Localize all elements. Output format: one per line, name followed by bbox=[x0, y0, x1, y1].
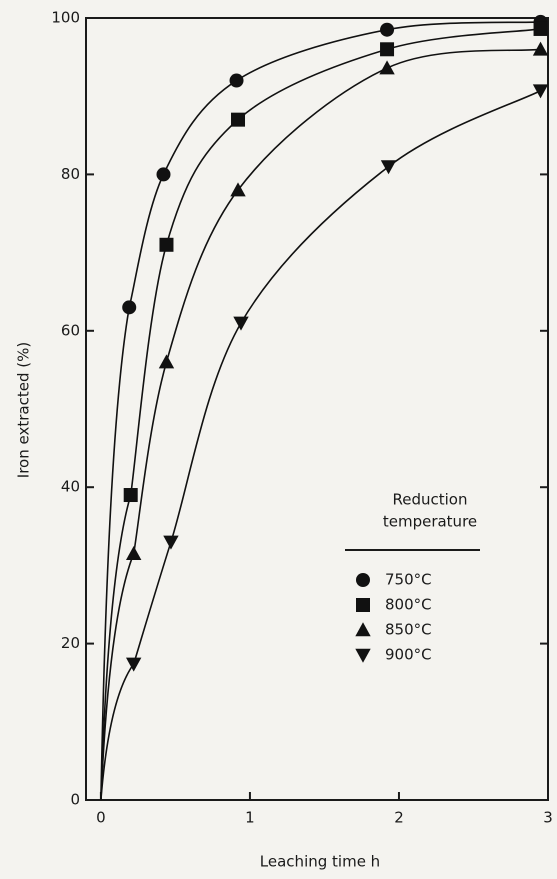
marker bbox=[123, 488, 138, 503]
marker bbox=[229, 73, 244, 88]
marker bbox=[380, 42, 395, 57]
x-tick-label: 1 bbox=[245, 809, 255, 827]
plot-frame bbox=[85, 17, 549, 801]
legend-label: 900°C bbox=[385, 646, 432, 664]
legend-label: 800°C bbox=[385, 596, 432, 614]
legend-title: Reduction bbox=[393, 491, 468, 509]
marker bbox=[532, 84, 549, 99]
marker bbox=[380, 22, 395, 37]
marker bbox=[156, 167, 171, 182]
legend-title: temperature bbox=[383, 513, 477, 531]
marker bbox=[230, 182, 246, 197]
marker bbox=[233, 316, 249, 331]
curve bbox=[132, 48, 541, 554]
curve-lead bbox=[100, 307, 131, 801]
y-tick-label: 20 bbox=[61, 634, 80, 652]
marker bbox=[380, 160, 397, 175]
y-tick-label: 80 bbox=[61, 165, 80, 183]
marker bbox=[533, 21, 548, 36]
marker bbox=[163, 535, 179, 550]
curve bbox=[132, 90, 541, 665]
marker bbox=[532, 41, 549, 56]
y-tick-label: 60 bbox=[61, 321, 80, 339]
marker bbox=[158, 354, 175, 369]
legend-marker bbox=[356, 598, 370, 612]
x-tick-label: 0 bbox=[96, 809, 106, 827]
legend-marker bbox=[355, 648, 371, 663]
x-axis-label: Leaching time h bbox=[260, 853, 380, 871]
marker bbox=[125, 545, 142, 560]
marker bbox=[379, 60, 395, 75]
legend-marker bbox=[355, 622, 371, 637]
curve-lead bbox=[100, 553, 135, 801]
x-tick-label: 3 bbox=[543, 809, 553, 827]
marker bbox=[125, 657, 142, 672]
y-tick-label: 40 bbox=[61, 478, 80, 496]
legend-label: 750°C bbox=[385, 571, 432, 589]
legend-marker bbox=[356, 573, 370, 587]
marker bbox=[159, 237, 174, 252]
y-axis-label: Iron extracted (%) bbox=[15, 342, 33, 478]
curve bbox=[128, 21, 541, 308]
x-tick-label: 2 bbox=[394, 809, 404, 827]
y-tick-label: 100 bbox=[51, 9, 80, 27]
marker bbox=[122, 300, 137, 315]
curve-lead bbox=[100, 663, 135, 801]
y-tick-label: 0 bbox=[70, 791, 80, 809]
curve-lead bbox=[100, 494, 132, 801]
marker bbox=[231, 112, 246, 127]
legend-label: 850°C bbox=[385, 621, 432, 639]
